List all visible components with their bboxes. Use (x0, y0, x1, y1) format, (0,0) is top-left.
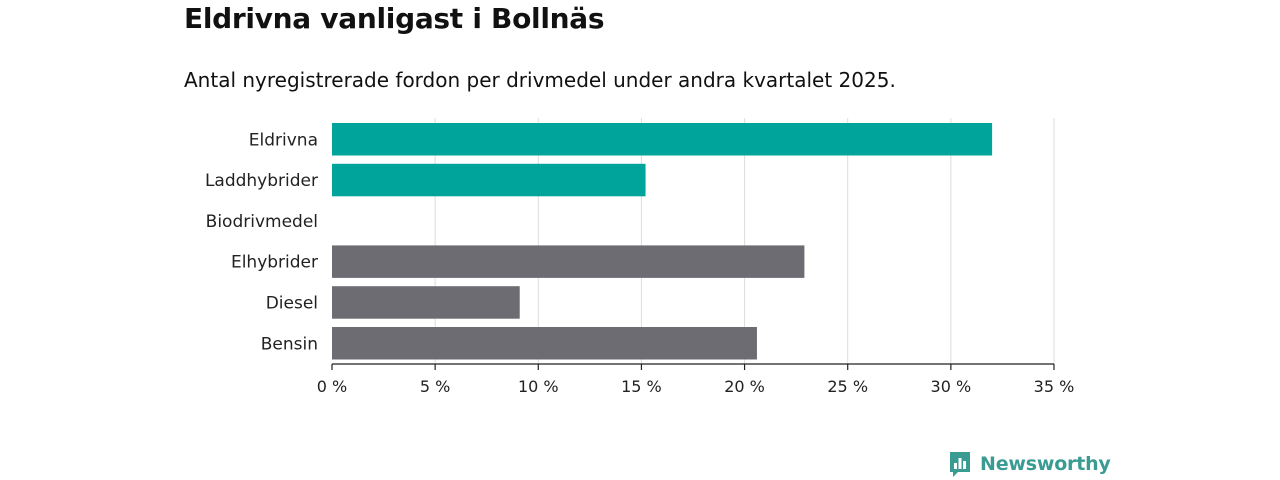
category-label: Laddhybrider (205, 171, 318, 191)
x-tick-label: 25 % (827, 377, 868, 396)
x-axis: 0 % 5 % 10 % 15 % 20 % 25 % 30 % 35 % (317, 363, 1075, 396)
x-tick-label: 35 % (1034, 377, 1075, 396)
x-tick-label: 10 % (518, 377, 559, 396)
bar (332, 327, 757, 360)
gridlines (434, 118, 1055, 364)
category-labels: Eldrivna Laddhybrider Biodrivmedel Elhybrid… (205, 130, 318, 354)
category-label: Biodrivmedel (206, 212, 318, 232)
category-label: Elhybrider (231, 253, 318, 273)
category-label: Bensin (261, 334, 318, 354)
bars (332, 123, 993, 360)
bar (332, 123, 993, 156)
bar (332, 286, 520, 319)
x-tick-label: 30 % (931, 377, 972, 396)
chart-title: Eldrivna vanligast i Bollnäs (184, 2, 605, 35)
brand-name: Newsworthy (980, 453, 1111, 475)
bar (332, 163, 646, 197)
brand-logo: Newsworthy (948, 450, 1111, 478)
chart-subtitle: Antal nyregistrerade fordon per drivmede… (184, 68, 896, 92)
x-tick-label: 0 % (317, 377, 347, 396)
category-label: Eldrivna (249, 130, 318, 150)
x-tick-label: 20 % (724, 377, 765, 396)
x-tick-label: 15 % (621, 377, 662, 396)
x-tick-label: 5 % (420, 377, 450, 396)
bar (332, 245, 805, 278)
newsworthy-logo-icon (950, 452, 970, 477)
category-label: Diesel (266, 293, 318, 313)
